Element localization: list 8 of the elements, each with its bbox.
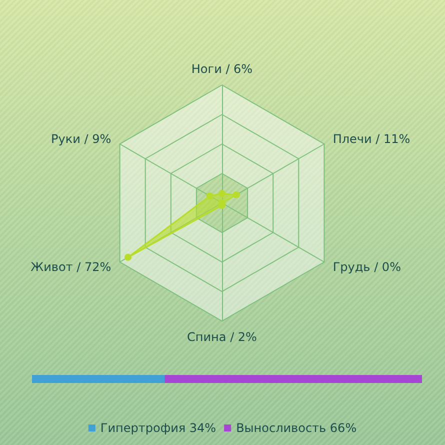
spoke-label: Живот / 72% (30, 260, 112, 274)
spoke-label: Ноги / 6% (191, 62, 253, 76)
spoke-label: Спина / 2% (187, 330, 257, 344)
legend-label: Гипертрофия 34% (100, 421, 216, 435)
spoke-label: Руки / 9% (51, 132, 112, 146)
spoke-label: Грудь / 0% (332, 260, 401, 274)
legend-label: Выносливость 66% (236, 421, 357, 435)
spoke-label: Плечи / 11% (332, 132, 410, 146)
